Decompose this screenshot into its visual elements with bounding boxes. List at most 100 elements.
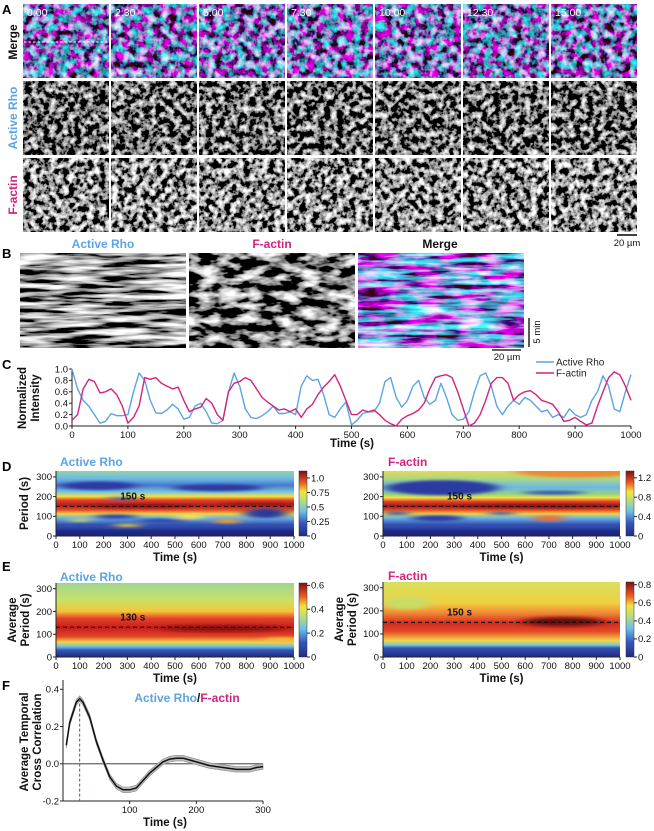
x-axis-label: Time (s) (153, 552, 197, 564)
colorbar (625, 470, 635, 537)
colorbar-tick-label: 0 (638, 531, 643, 542)
ridge-period-annotation: 150 s (447, 607, 472, 618)
panel-b: B Active Rho F-actin Merge 5 min 20 µm (2, 237, 543, 363)
x-tick-label: 100 (399, 661, 415, 672)
sem-band (66, 695, 264, 793)
x-tick-label: 400 (143, 540, 159, 551)
kymograph-merge (358, 253, 524, 348)
x-tick-label: 600 (191, 661, 207, 672)
x-tick-label: 200 (96, 661, 112, 672)
x-tick-label: 200 (188, 805, 204, 816)
panel-label-a: A (2, 2, 12, 17)
tile-merge-2 (199, 4, 285, 78)
tile-active-rho-4 (375, 81, 461, 155)
colorbar-tick-label: 0.6 (311, 581, 324, 592)
ridge-period-annotation: 130 s (120, 612, 145, 623)
panel-label-e: E (2, 559, 11, 574)
y-tick-label: 0.2 (55, 410, 68, 421)
kymo-title-f-actin: F-actin (252, 237, 291, 251)
tile-active-rho-2 (199, 81, 285, 155)
x-tick-label: 800 (511, 430, 527, 441)
title-active-rho: Active Rho (134, 691, 197, 705)
x-tick-label: 400 (470, 661, 486, 672)
y-axis-label-line1: Average (7, 598, 19, 643)
cross-correlation-line (65, 697, 264, 791)
axes-avg-wavelet-active-rho: 0 100 200 300 400 500 600 700 800 900 1000 0 100 200 3… (7, 581, 324, 685)
axes-avg-wavelet-f-actin: 0 100 200 300 400 500 600 700 800 900 1000 0 100 200 3… (334, 580, 651, 685)
y-tick-label: 300 (363, 583, 379, 594)
colorbar-tick-label: 0 (638, 652, 643, 663)
panel-c-intensity-chart: C Normalized Intensity Time (s) Active R… (2, 357, 642, 450)
x-tick-label: 700 (215, 661, 231, 672)
heatmap-title-f-actin: F-actin (388, 455, 427, 469)
avg-wavelet-heatmap-f-actin (383, 582, 620, 657)
y-tick-label: 200 (363, 492, 379, 503)
x-tick-label: 1000 (609, 661, 630, 672)
x-axis-label: Time (s) (480, 673, 524, 685)
legend-label-f-actin: F-actin (556, 369, 587, 380)
avg-heatmap-title-active-rho: Active Rho (60, 570, 123, 584)
x-tick-label: 1000 (283, 540, 304, 551)
x-tick-label: 0 (69, 430, 74, 441)
x-tick-label: 0 (53, 540, 58, 551)
x-tick-label: 700 (455, 430, 471, 441)
tile-f-actin-2 (199, 158, 285, 232)
timepoint-label: 15:00 (555, 7, 581, 19)
y-tick-label: 0.2 (46, 722, 59, 733)
series-line-f-actin (71, 371, 632, 427)
colorbar (298, 470, 308, 537)
y-axis-label-line2: Period (s) (347, 593, 359, 646)
x-tick-label: 1000 (620, 430, 641, 441)
colorbar-tick-label: 1.0 (311, 473, 324, 484)
x-tick-label: 500 (344, 430, 360, 441)
x-tick-label: 900 (567, 430, 583, 441)
wavelet-heatmap-active-rho (56, 471, 294, 536)
x-tick-label: 500 (167, 540, 183, 551)
y-axis-label: Period (s) (19, 477, 31, 530)
x-tick-label: 0 (380, 540, 385, 551)
panel-label-b: B (2, 246, 11, 261)
y-tick-label: 1.0 (55, 364, 68, 375)
y-tick-label: 0 (374, 652, 379, 663)
y-tick-label: 100 (36, 630, 52, 641)
y-tick-label: 0.4 (55, 399, 68, 410)
heatmap-axes: 0 100 200 300 400 500 600 700 800 900 100001002003… (7, 470, 651, 685)
panel-label-f: F (2, 678, 10, 693)
kymo-title-active-rho: Active Rho (72, 237, 135, 251)
x-tick-label: 100 (72, 540, 88, 551)
timepoint-label: 7:30 (291, 7, 312, 19)
x-tick-label: 300 (255, 805, 271, 816)
x-tick-label: 700 (541, 661, 557, 672)
colorbar-tick-label: 1.2 (638, 473, 651, 484)
x-tick-label: 100 (120, 430, 136, 441)
time-scale-label: 5 min (532, 320, 543, 343)
tile-f-actin-6 (551, 158, 637, 232)
timelapse-grid: 0:00 2:30 5:00 7:30 10:00 12:30 15:00 (23, 4, 637, 232)
y-tick-label: 0 (374, 531, 379, 542)
timepoint-label: 12:30 (467, 7, 493, 19)
y-axis-label-line1: Normalized (17, 367, 29, 429)
colorbar-tick-label: 0.5 (311, 502, 324, 513)
x-tick-label: 300 (446, 540, 462, 551)
y-tick-label: 0.4 (46, 685, 59, 696)
avg-heatmap-title-f-actin: F-actin (388, 569, 427, 583)
x-tick-label: 100 (72, 661, 88, 672)
y-tick-label: 200 (36, 492, 52, 503)
colorbar-tick-label: 0.4 (311, 605, 324, 616)
x-tick-label: 400 (470, 540, 486, 551)
x-tick-label: 500 (167, 661, 183, 672)
scale-bar-label: 20 µm (614, 238, 641, 249)
y-axis-label-line1: Average Temporal (19, 692, 31, 791)
x-tick-label: 800 (238, 661, 254, 672)
tile-active-rho-5 (463, 81, 549, 155)
x-axis-label: Time (s) (143, 817, 187, 829)
tile-f-actin-0 (23, 158, 109, 232)
y-tick-label: 200 (363, 606, 379, 617)
colorbar-tick-label: 0.8 (638, 580, 651, 591)
tile-merge-6 (551, 4, 637, 78)
x-tick-label: 600 (517, 661, 533, 672)
y-tick-label: 0 (47, 531, 52, 542)
tile-merge-4 (375, 4, 461, 78)
timepoint-label: 5:00 (203, 7, 224, 19)
